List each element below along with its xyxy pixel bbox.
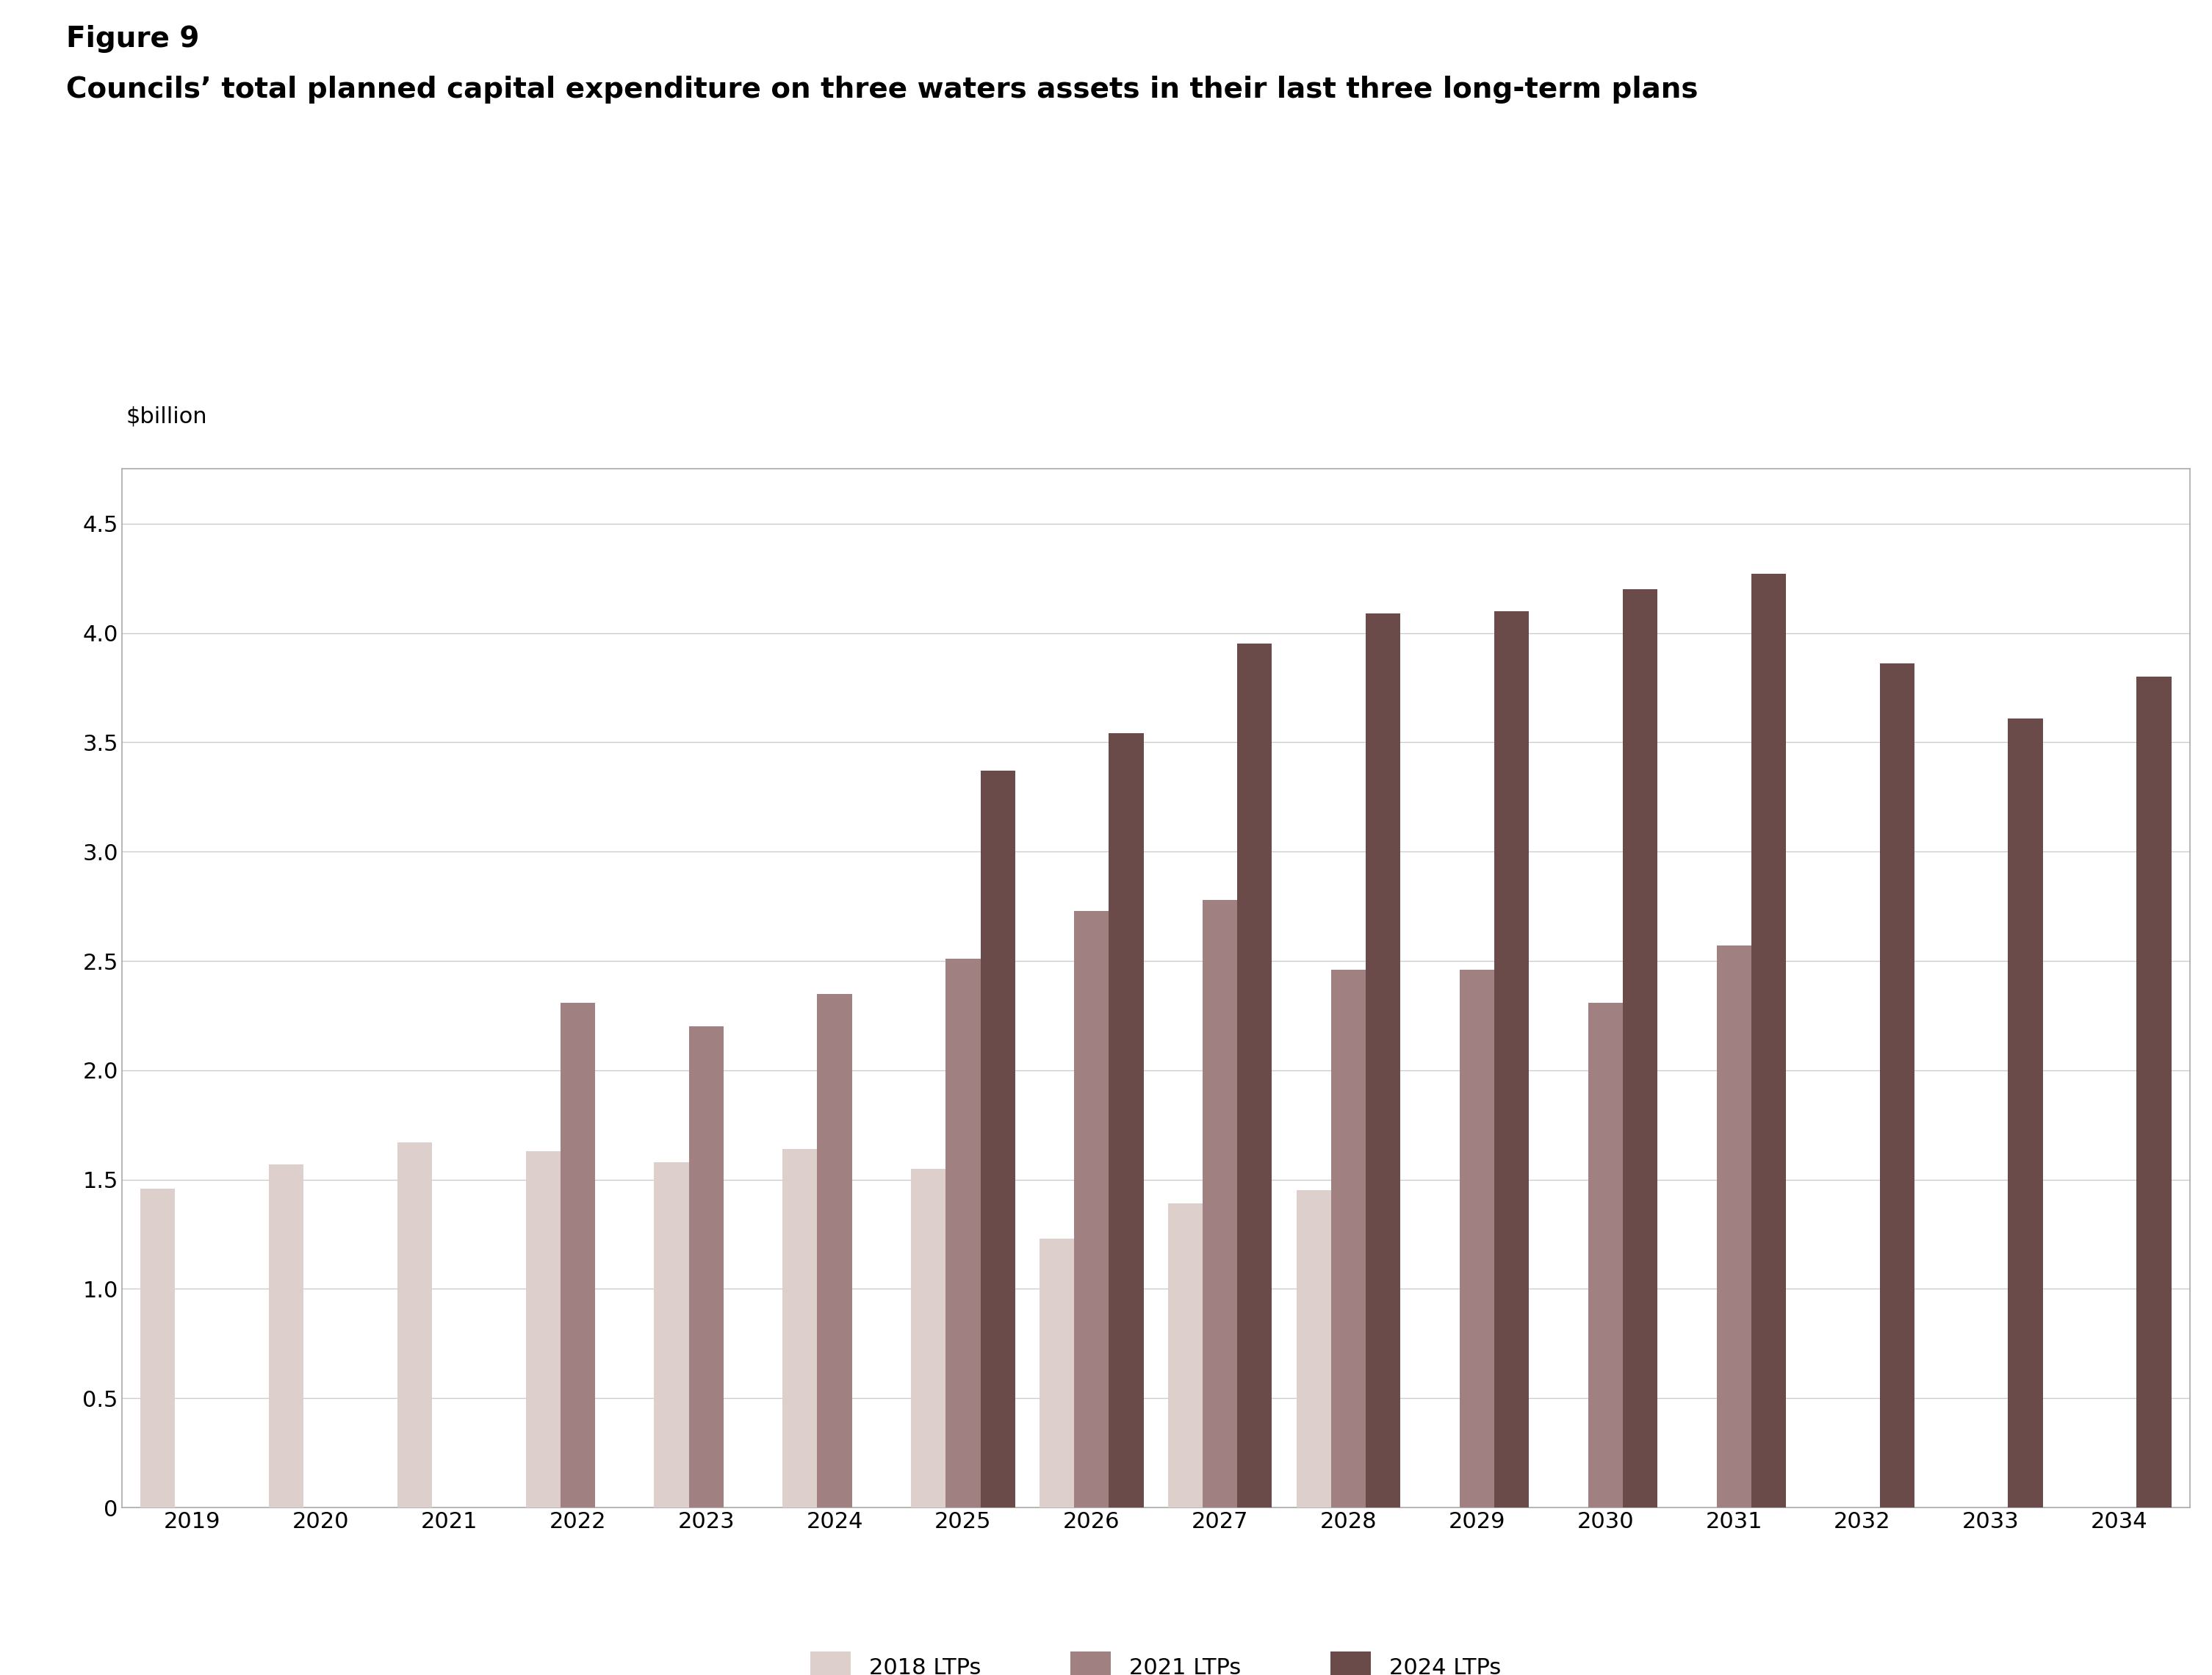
Bar — [1717, 946, 1752, 1508]
Bar — [947, 958, 980, 1508]
Bar — [911, 1169, 947, 1508]
Bar — [1108, 734, 1144, 1508]
Bar — [398, 1142, 431, 1508]
Bar — [1237, 643, 1272, 1508]
Bar — [688, 1027, 723, 1508]
Legend: 2018 LTPs, 2021 LTPs, 2024 LTPs: 2018 LTPs, 2021 LTPs, 2024 LTPs — [801, 1643, 1511, 1675]
Bar — [655, 1162, 688, 1508]
Bar — [1075, 911, 1108, 1508]
Bar — [526, 1151, 560, 1508]
Bar — [1296, 1191, 1332, 1508]
Text: Figure 9: Figure 9 — [66, 25, 199, 54]
Bar — [1168, 1204, 1203, 1508]
Bar — [1880, 663, 1913, 1508]
Bar — [1752, 575, 1785, 1508]
Bar — [783, 1149, 816, 1508]
Bar — [1460, 970, 1495, 1508]
Bar — [816, 993, 852, 1508]
Bar — [980, 770, 1015, 1508]
Bar — [268, 1164, 303, 1508]
Bar — [1332, 970, 1365, 1508]
Bar — [1203, 899, 1237, 1508]
Bar — [139, 1188, 175, 1508]
Bar — [560, 1002, 595, 1508]
Bar — [2008, 719, 2044, 1508]
Bar — [1588, 1002, 1624, 1508]
Bar — [1495, 611, 1528, 1508]
Bar — [1040, 1238, 1075, 1508]
Bar — [1624, 590, 1657, 1508]
Text: Councils’ total planned capital expenditure on three waters assets in their last: Councils’ total planned capital expendit… — [66, 75, 1699, 104]
Bar — [2137, 677, 2172, 1508]
Bar — [1365, 613, 1400, 1508]
Text: $billion: $billion — [126, 405, 208, 427]
